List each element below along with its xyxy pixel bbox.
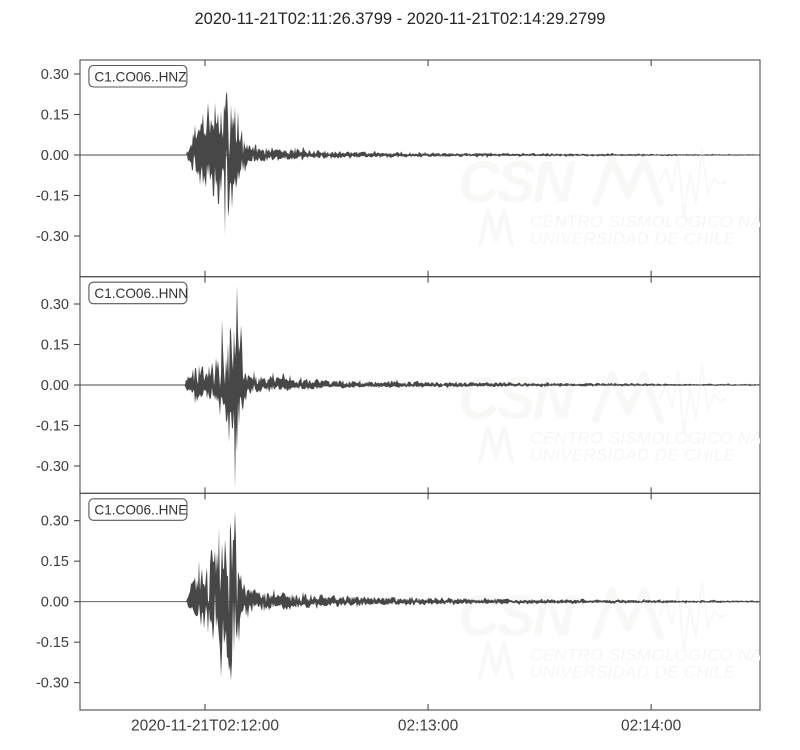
svg-text:0.30: 0.30 (41, 297, 69, 313)
svg-text:2020-11-21T02:12:00: 2020-11-21T02:12:00 (131, 718, 279, 735)
svg-text:UNIVERSIDAD DE CHILE: UNIVERSIDAD DE CHILE (530, 662, 736, 681)
svg-text:0.30: 0.30 (41, 67, 69, 83)
svg-text:UNIVERSIDAD DE CHILE: UNIVERSIDAD DE CHILE (530, 446, 736, 465)
svg-text:0.00: 0.00 (41, 148, 69, 164)
svg-text:-0.30: -0.30 (36, 675, 69, 691)
svg-text:-0.30: -0.30 (36, 229, 69, 245)
svg-text:0.15: 0.15 (41, 337, 69, 353)
svg-text:UNIVERSIDAD DE CHILE: UNIVERSIDAD DE CHILE (530, 229, 736, 248)
svg-text:0.15: 0.15 (41, 107, 69, 123)
svg-text:02:14:00: 02:14:00 (621, 718, 682, 735)
svg-text:C1.CO06..HNZ: C1.CO06..HNZ (94, 69, 186, 84)
svg-text:02:13:00: 02:13:00 (398, 718, 459, 735)
svg-text:CSN: CSN (458, 367, 576, 432)
svg-text:0.00: 0.00 (41, 378, 69, 394)
svg-text:0.30: 0.30 (41, 513, 69, 529)
svg-text:-0.15: -0.15 (36, 418, 69, 434)
svg-text:CSN: CSN (458, 583, 576, 648)
svg-text:C1.CO06..HNE: C1.CO06..HNE (94, 503, 187, 518)
svg-text:CSN: CSN (458, 150, 576, 215)
svg-text:C1.CO06..HNN: C1.CO06..HNN (94, 286, 188, 301)
svg-text:0.00: 0.00 (41, 594, 69, 610)
svg-text:0.15: 0.15 (41, 554, 69, 570)
svg-text:-0.15: -0.15 (36, 635, 69, 651)
svg-text:-0.15: -0.15 (36, 188, 69, 204)
svg-text:-0.30: -0.30 (36, 459, 69, 475)
